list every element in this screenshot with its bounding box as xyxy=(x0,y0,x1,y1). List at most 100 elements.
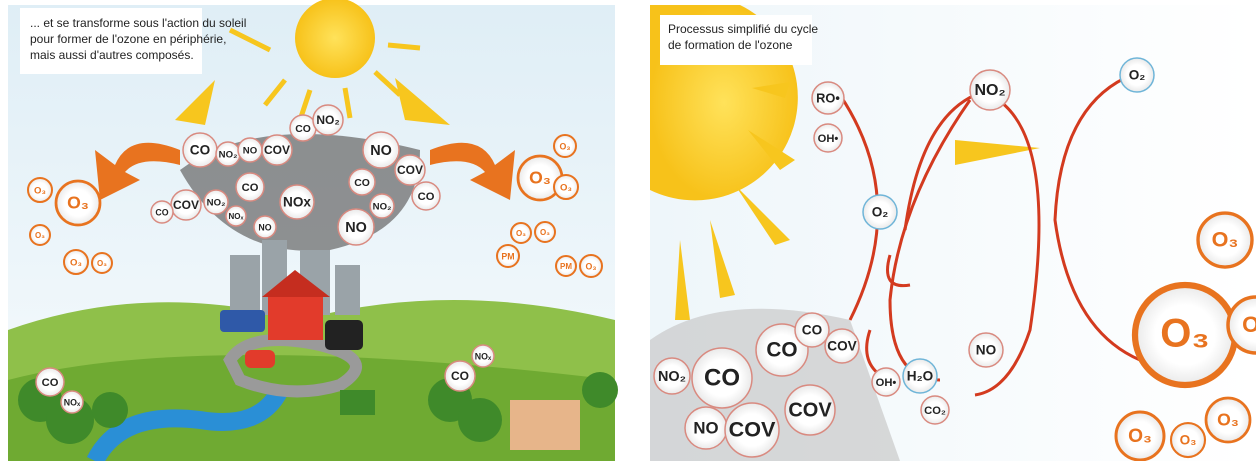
bubble-label: CO₂ xyxy=(924,405,946,417)
bubble: RO• xyxy=(812,82,844,114)
bubble: CO xyxy=(183,133,217,167)
bubble-label: O₃ xyxy=(34,186,46,197)
bubble: O₃ xyxy=(56,181,100,225)
bubble: O₃ xyxy=(1135,285,1235,385)
bubble: CO₂ xyxy=(921,396,949,424)
bubble: CO xyxy=(412,182,440,210)
bubble: CO xyxy=(151,201,173,223)
bubble-label: H₂O xyxy=(907,369,933,384)
tractor xyxy=(340,390,375,415)
bubble-label: NO xyxy=(258,222,271,232)
bubble: CO xyxy=(445,361,475,391)
bubble-label: CO xyxy=(42,377,59,389)
bubble-label: O₃ xyxy=(540,228,550,237)
bubble-label: O₂ xyxy=(872,205,889,220)
car xyxy=(245,350,275,368)
bubble-label: O₃ xyxy=(1242,312,1256,337)
bubble: H₂O xyxy=(903,359,937,393)
bubble-label: PM xyxy=(501,251,514,261)
bubble: CO xyxy=(692,348,752,408)
bubble: COV xyxy=(725,403,779,457)
bubble: NO₂ xyxy=(216,142,240,166)
bubble-label: O₃ xyxy=(1217,410,1239,430)
bubble-label: CO xyxy=(766,339,797,362)
bubble: CO xyxy=(290,115,316,141)
bubble: O₃ xyxy=(554,175,578,199)
bubble-label: CO xyxy=(295,124,311,135)
page: ... et se transforme sous l'action du so… xyxy=(0,0,1256,461)
caption-line: pour former de l'ozone en périphérie, xyxy=(30,32,226,46)
bubble-label: NO xyxy=(976,343,996,358)
bus xyxy=(220,310,265,332)
caption-line: de formation de l'ozone xyxy=(668,38,793,52)
bubble-label: CO xyxy=(242,182,259,194)
bubble: PM xyxy=(556,256,576,276)
bubble: O₃ xyxy=(1116,412,1164,460)
bubble-label: NOₓ xyxy=(229,212,244,221)
bubble: O₃ xyxy=(1171,423,1205,457)
bubble-label: NO xyxy=(370,143,392,159)
bubble-label: O₃ xyxy=(560,141,571,151)
bubble: NOx xyxy=(280,185,314,219)
bubble-label: CO xyxy=(418,191,435,203)
bubble: COV xyxy=(785,385,835,435)
village xyxy=(510,400,580,450)
bubble: O₃ xyxy=(1206,398,1250,442)
bubble-label: CO xyxy=(155,207,168,217)
bubble-label: O₃ xyxy=(1128,426,1152,447)
bubble-label: O₂ xyxy=(1129,68,1146,83)
bubble-label: NO₂ xyxy=(219,150,238,161)
bubble-label: O₃ xyxy=(1160,312,1210,356)
bubble: COV xyxy=(262,135,292,165)
bubble: O₃ xyxy=(535,222,555,242)
illustration: ... et se transforme sous l'action du so… xyxy=(0,0,1256,461)
bubble: PM xyxy=(497,245,519,267)
car xyxy=(325,320,363,350)
bubble-label: NO₂ xyxy=(658,369,686,385)
bubble: NO xyxy=(338,209,374,245)
bubble: NO₂ xyxy=(370,194,394,218)
bubble: NO xyxy=(363,132,399,168)
bubble: O₂ xyxy=(1120,58,1154,92)
bubble: OH• xyxy=(814,124,842,152)
bubble: O₃ xyxy=(28,178,52,202)
bubble: NO₂ xyxy=(313,105,343,135)
bubble-label: CO xyxy=(704,364,740,391)
bubble-label: CO xyxy=(802,323,822,338)
bubble-label: O₃ xyxy=(586,261,597,271)
bubble: CO xyxy=(349,169,375,195)
bubble-label: O₃ xyxy=(529,168,551,188)
bubble-label: OH• xyxy=(818,133,839,145)
bubble-label: NO₂ xyxy=(207,198,226,209)
bubble: O₃ xyxy=(64,250,88,274)
bubble-label: NOx xyxy=(283,195,311,210)
bubble-label: NOₓ xyxy=(475,351,492,361)
bubble-label: O₃ xyxy=(560,183,572,194)
bubble-label: NO₂ xyxy=(373,202,392,213)
bubble-label: O₃ xyxy=(35,231,45,240)
bubble: COV xyxy=(395,155,425,185)
bubble: NO xyxy=(969,333,1003,367)
bubble-label: O₃ xyxy=(67,193,89,213)
bubble: COV xyxy=(825,329,859,363)
bubble: NO₂ xyxy=(970,70,1010,110)
bubble-label: NOₓ xyxy=(64,397,81,407)
bubble: NO₂ xyxy=(204,190,228,214)
bubble-label: OH• xyxy=(876,377,897,389)
bubble: NO xyxy=(254,216,276,238)
bubble-label: O₃ xyxy=(1180,433,1197,448)
bubble-label: COV xyxy=(788,399,832,421)
bubble: COV xyxy=(171,190,201,220)
bubble-label: NO₂ xyxy=(316,113,339,127)
bubble: O₃ xyxy=(30,225,50,245)
bubble-label: COV xyxy=(397,163,423,177)
bubble-label: PM xyxy=(560,262,572,271)
bubble-label: CO xyxy=(354,178,370,189)
caption-line: mais aussi d'autres composés. xyxy=(30,48,194,62)
bubble: O₃ xyxy=(92,253,112,273)
bubble: O₃ xyxy=(511,223,531,243)
bubble: OH• xyxy=(872,368,900,396)
bubble-label: NO xyxy=(693,418,718,437)
bubble-label: NO xyxy=(345,220,367,236)
bubble-label: COV xyxy=(729,417,776,442)
